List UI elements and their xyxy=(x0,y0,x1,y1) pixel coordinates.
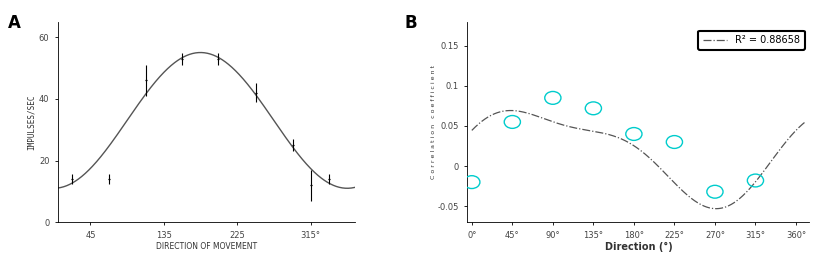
Legend: R² = 0.88658: R² = 0.88658 xyxy=(698,31,805,50)
Text: B: B xyxy=(405,14,417,31)
X-axis label: DIRECTION OF MOVEMENT: DIRECTION OF MOVEMENT xyxy=(156,242,257,251)
Y-axis label: IMPULSES/SEC: IMPULSES/SEC xyxy=(27,94,36,150)
Text: A: A xyxy=(8,14,21,31)
X-axis label: Direction (°): Direction (°) xyxy=(605,242,672,252)
Y-axis label: C o r r e l a t i o n   c o e f f i c i e n t: C o r r e l a t i o n c o e f f i c i e … xyxy=(431,65,436,179)
